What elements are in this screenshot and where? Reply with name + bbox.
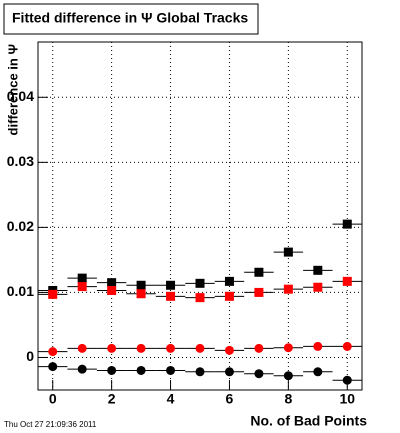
marker [254,369,264,379]
y-tick-label: 0.02 [7,218,34,234]
marker [77,364,87,374]
marker [313,341,323,351]
marker [254,343,264,353]
marker [224,367,234,377]
x-tick-label: 0 [49,391,57,407]
marker [136,280,146,290]
marker [342,276,352,286]
x-tick-label: 8 [284,391,292,407]
marker [195,367,205,377]
y-tick-label: 0.01 [7,283,34,299]
marker [342,219,352,229]
marker [254,287,264,297]
marker [313,265,323,275]
marker [342,341,352,351]
x-tick-label: 6 [226,391,234,407]
chart-title: Fitted difference in Ψ Global Tracks [12,10,248,26]
marker [136,365,146,375]
marker [283,284,293,294]
marker [313,282,323,292]
marker [48,289,58,299]
marker [195,293,205,303]
y-axis-label: difference in Ψ [5,44,20,135]
marker [48,347,58,357]
footer: Thu Oct 27 21:09:36 2011 [4,420,97,429]
marker [107,278,117,288]
marker [77,343,87,353]
x-tick-label: 4 [167,391,175,407]
marker [283,371,293,381]
marker [283,247,293,257]
marker [342,375,352,385]
x-tick-label: 10 [339,391,355,407]
title-box [3,3,259,35]
marker [224,345,234,355]
plot-frame [37,41,363,391]
marker [136,343,146,353]
marker [195,278,205,288]
y-tick-label: 0.03 [7,153,34,169]
marker [107,285,117,295]
marker [77,282,87,292]
marker [136,289,146,299]
x-tick-label: 2 [108,391,116,407]
marker [107,343,117,353]
y-tick-label: 0.04 [7,88,34,104]
marker [107,365,117,375]
marker [224,276,234,286]
marker [195,343,205,353]
marker [166,280,176,290]
y-tick-label: 0 [26,348,34,364]
marker [313,367,323,377]
marker [166,365,176,375]
marker [224,291,234,301]
x-axis-label: No. of Bad Points [250,413,367,429]
marker [48,362,58,372]
marker [166,343,176,353]
marker [77,273,87,283]
marker [166,291,176,301]
marker [283,343,293,353]
marker [254,267,264,277]
